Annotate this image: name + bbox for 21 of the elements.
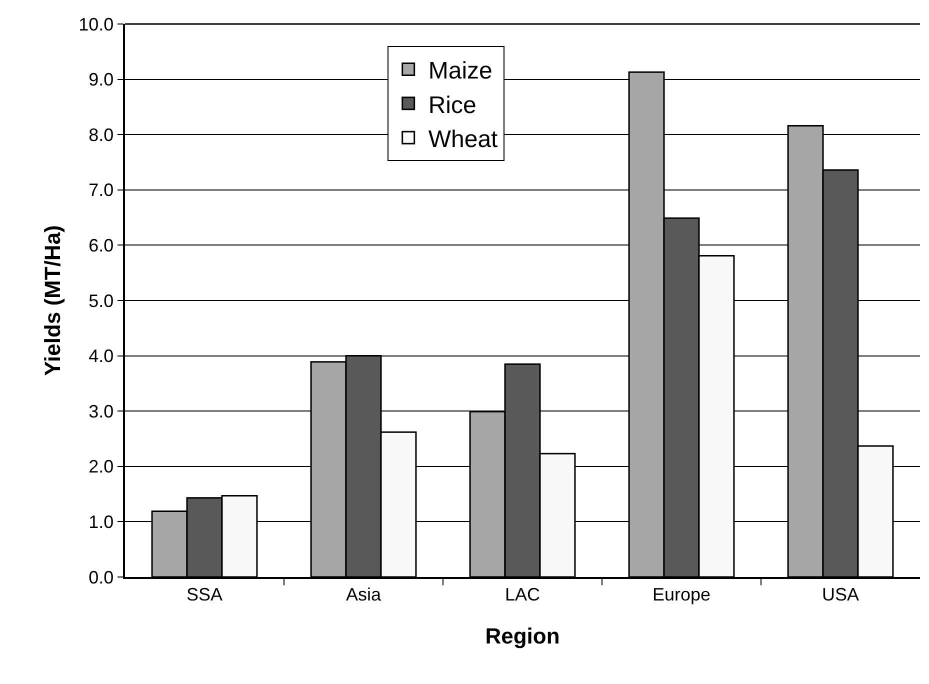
- y-axis-title: Yields (MT/Ha): [40, 225, 65, 376]
- x-tick-label: Asia: [346, 584, 382, 604]
- y-tick-label: 0.0: [88, 567, 114, 588]
- y-tick-label: 4.0: [88, 346, 114, 366]
- y-tick-label: 6.0: [88, 236, 114, 256]
- y-tick-label: 9.0: [88, 70, 114, 90]
- y-tick-label: 10.0: [78, 14, 114, 34]
- y-tick-label: 1.0: [88, 512, 114, 532]
- y-tick-label: 8.0: [88, 124, 114, 145]
- y-tick-label: 2.0: [88, 456, 114, 477]
- y-tick-label: 3.0: [88, 401, 114, 422]
- x-tick-label: LAC: [504, 584, 540, 604]
- x-tick-label: USA: [822, 584, 860, 604]
- x-axis-title: Region: [485, 624, 560, 649]
- y-tick-label: 5.0: [88, 290, 114, 311]
- legend-label: Rice: [428, 92, 476, 119]
- x-tick-label: Europe: [652, 584, 711, 604]
- legend-label: Maize: [428, 58, 492, 85]
- y-tick-label: 7.0: [88, 180, 114, 200]
- legend-label: Wheat: [428, 126, 498, 153]
- x-tick-label: SSA: [186, 584, 223, 604]
